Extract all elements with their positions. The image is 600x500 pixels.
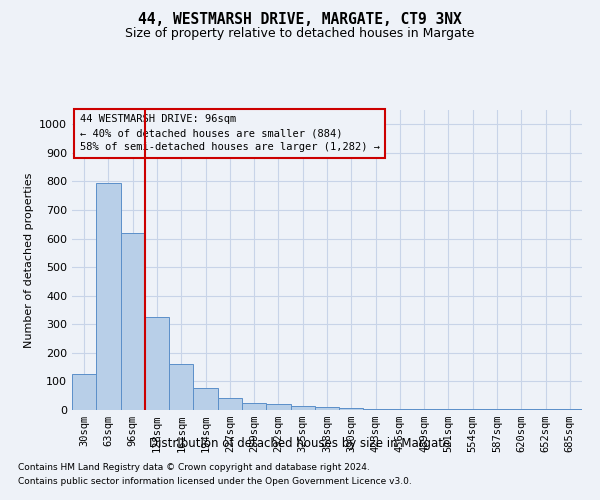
Bar [96,184,121,410]
Bar [169,364,193,410]
Text: Contains public sector information licensed under the Open Government Licence v3: Contains public sector information licen… [18,477,412,486]
Text: 44, WESTMARSH DRIVE, MARGATE, CT9 3NX: 44, WESTMARSH DRIVE, MARGATE, CT9 3NX [138,12,462,28]
Text: Distribution of detached houses by size in Margate: Distribution of detached houses by size … [149,438,451,450]
Bar [315,407,339,410]
Bar [266,404,290,410]
Bar [121,233,145,410]
Bar [339,408,364,410]
Bar [412,409,436,410]
Y-axis label: Number of detached properties: Number of detached properties [23,172,34,348]
Bar [218,398,242,410]
Bar [72,374,96,410]
Bar [145,317,169,410]
Bar [485,409,509,410]
Bar [436,409,461,410]
Bar [461,409,485,410]
Text: Contains HM Land Registry data © Crown copyright and database right 2024.: Contains HM Land Registry data © Crown c… [18,464,370,472]
Text: 44 WESTMARSH DRIVE: 96sqm
← 40% of detached houses are smaller (884)
58% of semi: 44 WESTMARSH DRIVE: 96sqm ← 40% of detac… [80,114,380,152]
Bar [388,408,412,410]
Bar [242,403,266,410]
Bar [364,408,388,410]
Bar [290,406,315,410]
Text: Size of property relative to detached houses in Margate: Size of property relative to detached ho… [125,28,475,40]
Bar [193,388,218,410]
